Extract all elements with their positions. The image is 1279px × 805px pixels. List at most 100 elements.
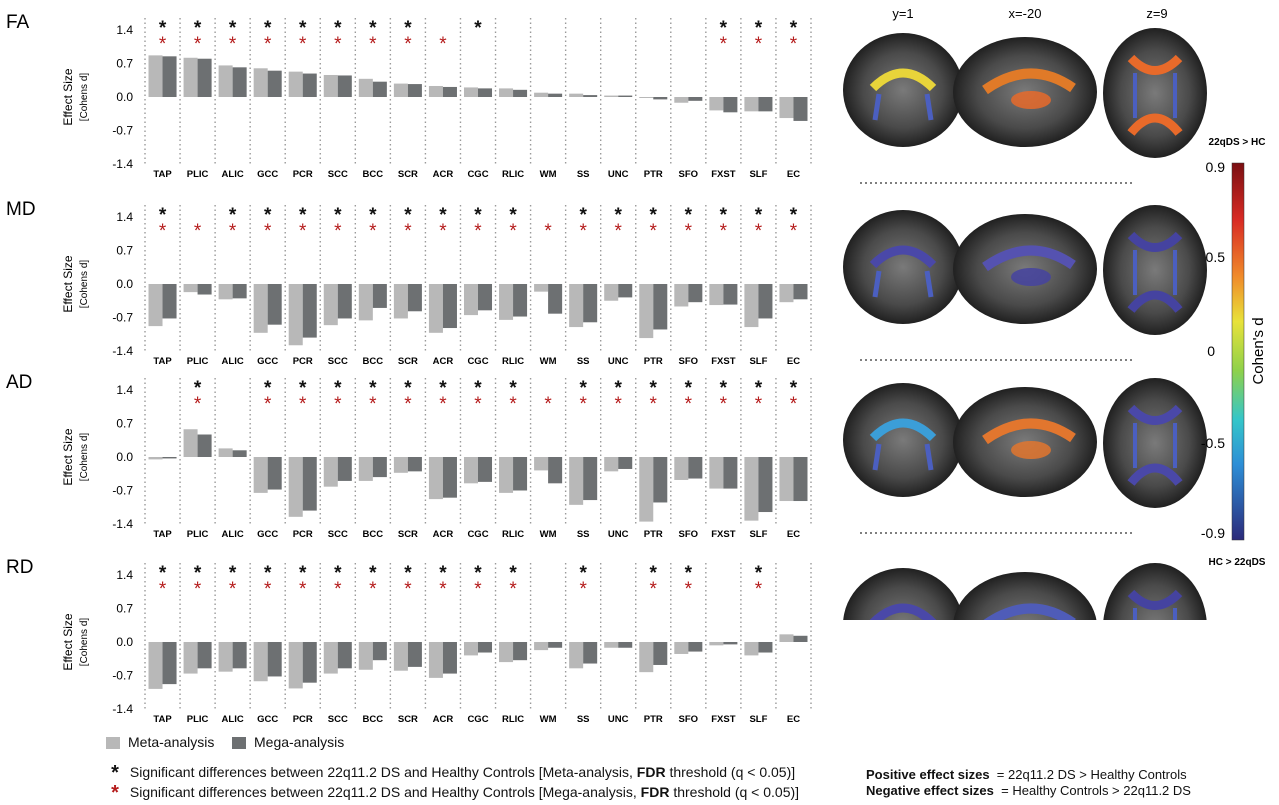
axial-slice [1103, 378, 1207, 508]
meta-bar [463, 284, 478, 316]
mega-significance-star: * [229, 579, 237, 600]
x-tick-label: CGC [467, 529, 488, 540]
mega-bar [442, 284, 457, 329]
x-tick-label: PLIC [187, 356, 209, 367]
y-tick-label: 0.0 [116, 450, 133, 464]
meta-bar [709, 97, 724, 111]
mega-bar [302, 642, 317, 683]
meta-significance-star: * [685, 563, 693, 584]
mega-significance-star: * [755, 394, 763, 415]
x-tick-label: FXST [711, 356, 735, 367]
meta-bar [288, 642, 303, 689]
mega-significance-star: * [159, 221, 167, 242]
meta-bar [463, 457, 478, 484]
coronal-tract [869, 68, 937, 92]
red-star-icon: * [111, 782, 119, 804]
mega-bar [618, 642, 633, 648]
x-tick-label: ACR [433, 714, 454, 725]
x-tick-label: GCC [257, 714, 278, 725]
x-tick-label: ACR [433, 169, 454, 180]
axial-tract-side [1133, 73, 1177, 118]
meta-significance-star: * [720, 205, 728, 226]
meta-bar [709, 457, 724, 489]
y-axis-sublabel: [Cohens d] [79, 618, 90, 667]
meta-significance-star: * [650, 378, 658, 399]
legend-mega: Mega-analysis [232, 734, 344, 750]
axial-tract [1127, 589, 1183, 610]
mega-bar [407, 457, 422, 472]
x-tick-label: BCC [363, 169, 384, 180]
meta-bar [393, 284, 408, 319]
coronal-tract [869, 418, 937, 442]
x-tick-label: PCR [293, 169, 313, 180]
y-axis-sublabel: [Cohens d] [79, 260, 90, 309]
meta-significance-star: * [720, 378, 728, 399]
mega-bar [162, 284, 177, 319]
colorbar-tick-0: 0 [1207, 343, 1215, 359]
mega-bar [758, 642, 773, 653]
x-tick-label: ACR [433, 529, 454, 540]
x-tick-label: SFO [679, 169, 699, 180]
meta-significance-star: * [334, 378, 342, 399]
coronal-slice [843, 210, 963, 324]
meta-bar [323, 642, 338, 674]
mega-bar [337, 75, 352, 97]
meta-bar [639, 457, 654, 522]
x-tick-label: SCR [398, 356, 418, 367]
x-tick-label: PTR [644, 529, 663, 540]
mega-bar [302, 457, 317, 511]
sig-meta-bold: FDR [636, 764, 666, 781]
x-tick-label: SCR [398, 169, 418, 180]
mega-significance-star: * [509, 579, 517, 600]
y-tick-label: 0.0 [116, 90, 133, 104]
coronal-tract [869, 245, 937, 269]
mega-significance-star: * [720, 221, 728, 242]
mega-bar [793, 284, 808, 300]
chart-title: MD [6, 199, 36, 220]
y-axis-label: Effect Size [61, 428, 75, 485]
mega-bar [548, 457, 563, 484]
colorbar-top-label: 22qDS > HC [1209, 137, 1266, 148]
x-tick-label: BCC [363, 356, 384, 367]
x-tick-label: BCC [363, 529, 384, 540]
mega-bar [232, 284, 247, 299]
meta-significance-star: * [650, 205, 658, 226]
meta-significance-star: * [229, 563, 237, 584]
x-tick-label: ALIC [222, 356, 244, 367]
meta-bar [358, 284, 373, 321]
x-tick-label: ALIC [222, 169, 244, 180]
meta-bar [604, 642, 619, 648]
meta-swatch [106, 737, 120, 750]
meta-significance-star: * [369, 205, 377, 226]
meta-significance-star: * [299, 205, 307, 226]
x-tick-label: SLF [749, 714, 767, 725]
mega-bar [653, 457, 668, 503]
chart-title: FA [6, 12, 30, 33]
meta-significance-star: * [579, 205, 587, 226]
mega-significance-star: * [755, 579, 763, 600]
mega-significance-star: * [439, 579, 447, 600]
mega-significance-star: * [790, 221, 798, 242]
chart-fa: FA 1.4 0.7 0.0 -0.7 -1.4 Effect Size [Cohens d]… [6, 12, 812, 180]
x-tick-label: CGC [467, 169, 488, 180]
mega-bar [407, 642, 422, 667]
x-tick-label: CGC [467, 714, 488, 725]
meta-significance-star: * [755, 563, 763, 584]
y-axis-label: Effect Size [61, 68, 75, 125]
meta-significance-star: * [334, 18, 342, 39]
meta-significance-star: * [159, 18, 167, 39]
meta-bar [674, 457, 689, 480]
y-tick-label: 0.0 [116, 635, 133, 649]
meta-bar [428, 457, 443, 500]
meta-significance-star: * [299, 563, 307, 584]
axial-tract-side [1133, 250, 1177, 295]
meta-significance-star: * [720, 18, 728, 39]
y-tick-label: -0.7 [112, 124, 133, 138]
meta-bar [779, 284, 794, 303]
chart-title: AD [6, 372, 32, 393]
meta-significance-star: * [194, 563, 202, 584]
y-tick-label: 0.7 [116, 244, 133, 258]
x-tick-label: UNC [608, 356, 629, 367]
meta-significance-star: * [404, 563, 412, 584]
mega-bar [337, 457, 352, 481]
